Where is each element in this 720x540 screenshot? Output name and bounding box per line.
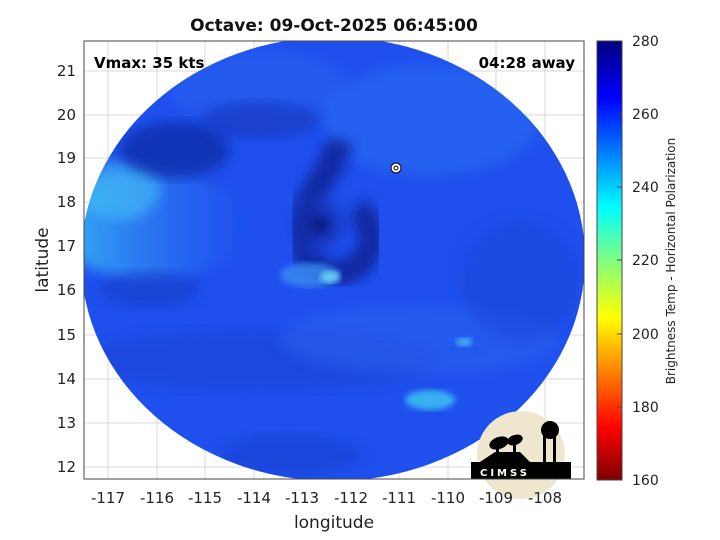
- colorbar-tick-label: 240: [632, 180, 659, 196]
- logo-text: CIMSS: [480, 468, 530, 479]
- brightness-temp-swath: [84, 41, 584, 479]
- storm-center-marker: [390, 162, 402, 174]
- x-tick-label: -114: [237, 489, 271, 507]
- colorbar-tick-label: 280: [632, 34, 659, 50]
- x-tick-label: -109: [479, 489, 513, 507]
- y-tick-labels: 21 20 19 18 17 16 15 14 13 12: [57, 62, 76, 476]
- y-tick-label: 20: [57, 106, 76, 124]
- x-tick-label: -112: [334, 489, 368, 507]
- x-axis-label: longitude: [294, 513, 374, 533]
- y-tick-label: 17: [57, 237, 76, 255]
- x-tick-label: -113: [285, 489, 319, 507]
- x-tick-label: -117: [91, 489, 125, 507]
- y-tick-label: 14: [57, 370, 76, 388]
- x-tick-label: -110: [431, 489, 465, 507]
- y-tick-label: 19: [57, 149, 76, 167]
- cimss-logo: CIMSS: [471, 411, 571, 499]
- y-tick-label: 15: [57, 326, 76, 344]
- x-tick-label: -116: [140, 489, 174, 507]
- y-tick-label: 21: [57, 62, 76, 80]
- colorbar-tick-label: 220: [632, 253, 659, 269]
- time-away-label: 04:28 away: [479, 54, 576, 72]
- figure-title: Octave: 09-Oct-2025 06:45:00: [190, 16, 478, 36]
- y-tick-label: 12: [57, 458, 76, 476]
- colorbar-tick-label: 200: [632, 327, 659, 343]
- colorbar-tick-label: 260: [632, 107, 659, 123]
- vmax-label: Vmax: 35 kts: [94, 54, 204, 72]
- y-tick-label: 16: [57, 281, 76, 299]
- y-axis-label: latitude: [33, 227, 53, 292]
- x-tick-label: -115: [188, 489, 222, 507]
- x-tick-labels: -117 -116 -115 -114 -113 -112 -111 -110 …: [91, 489, 562, 507]
- colorbar-ticks: [617, 113, 622, 408]
- colorbar-tick-labels: 280 260 240 220 200 180 160: [632, 34, 659, 489]
- colorbar-label: Brightness Temp - Horizontal Polarizatio…: [664, 138, 678, 385]
- x-tick-label: -108: [528, 489, 562, 507]
- y-tick-label: 13: [57, 414, 76, 432]
- colorbar-tick-label: 160: [632, 473, 659, 489]
- x-tick-label: -111: [382, 489, 416, 507]
- colorbar-tick-label: 180: [632, 400, 659, 416]
- y-tick-label: 18: [57, 193, 76, 211]
